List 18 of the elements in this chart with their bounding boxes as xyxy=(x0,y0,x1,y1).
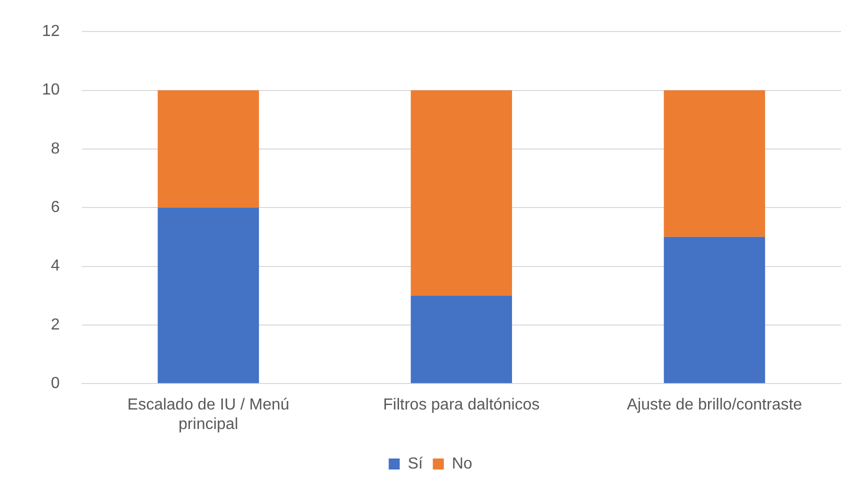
legend-label: No xyxy=(452,455,472,472)
x-tick-label: Ajuste de brillo/contraste xyxy=(626,396,802,414)
y-tick-label: 8 xyxy=(50,140,60,158)
y-tick-label: 10 xyxy=(42,82,60,99)
y-tick-label: 2 xyxy=(50,316,60,334)
bar xyxy=(664,236,766,384)
bar xyxy=(410,296,512,384)
y-tick-label: 0 xyxy=(50,375,60,392)
x-tick-label: Escalado de IU / Menú principal xyxy=(127,396,290,433)
bar xyxy=(664,90,766,237)
bar xyxy=(410,90,512,296)
y-tick-label: 6 xyxy=(50,199,60,216)
legend-label: Sí xyxy=(408,455,424,472)
bar xyxy=(158,90,259,208)
x-tick-label: Filtros para daltónicos xyxy=(383,396,540,414)
y-tick-label: 4 xyxy=(50,258,60,275)
bar xyxy=(158,208,259,384)
y-tick-label: 12 xyxy=(42,23,60,40)
